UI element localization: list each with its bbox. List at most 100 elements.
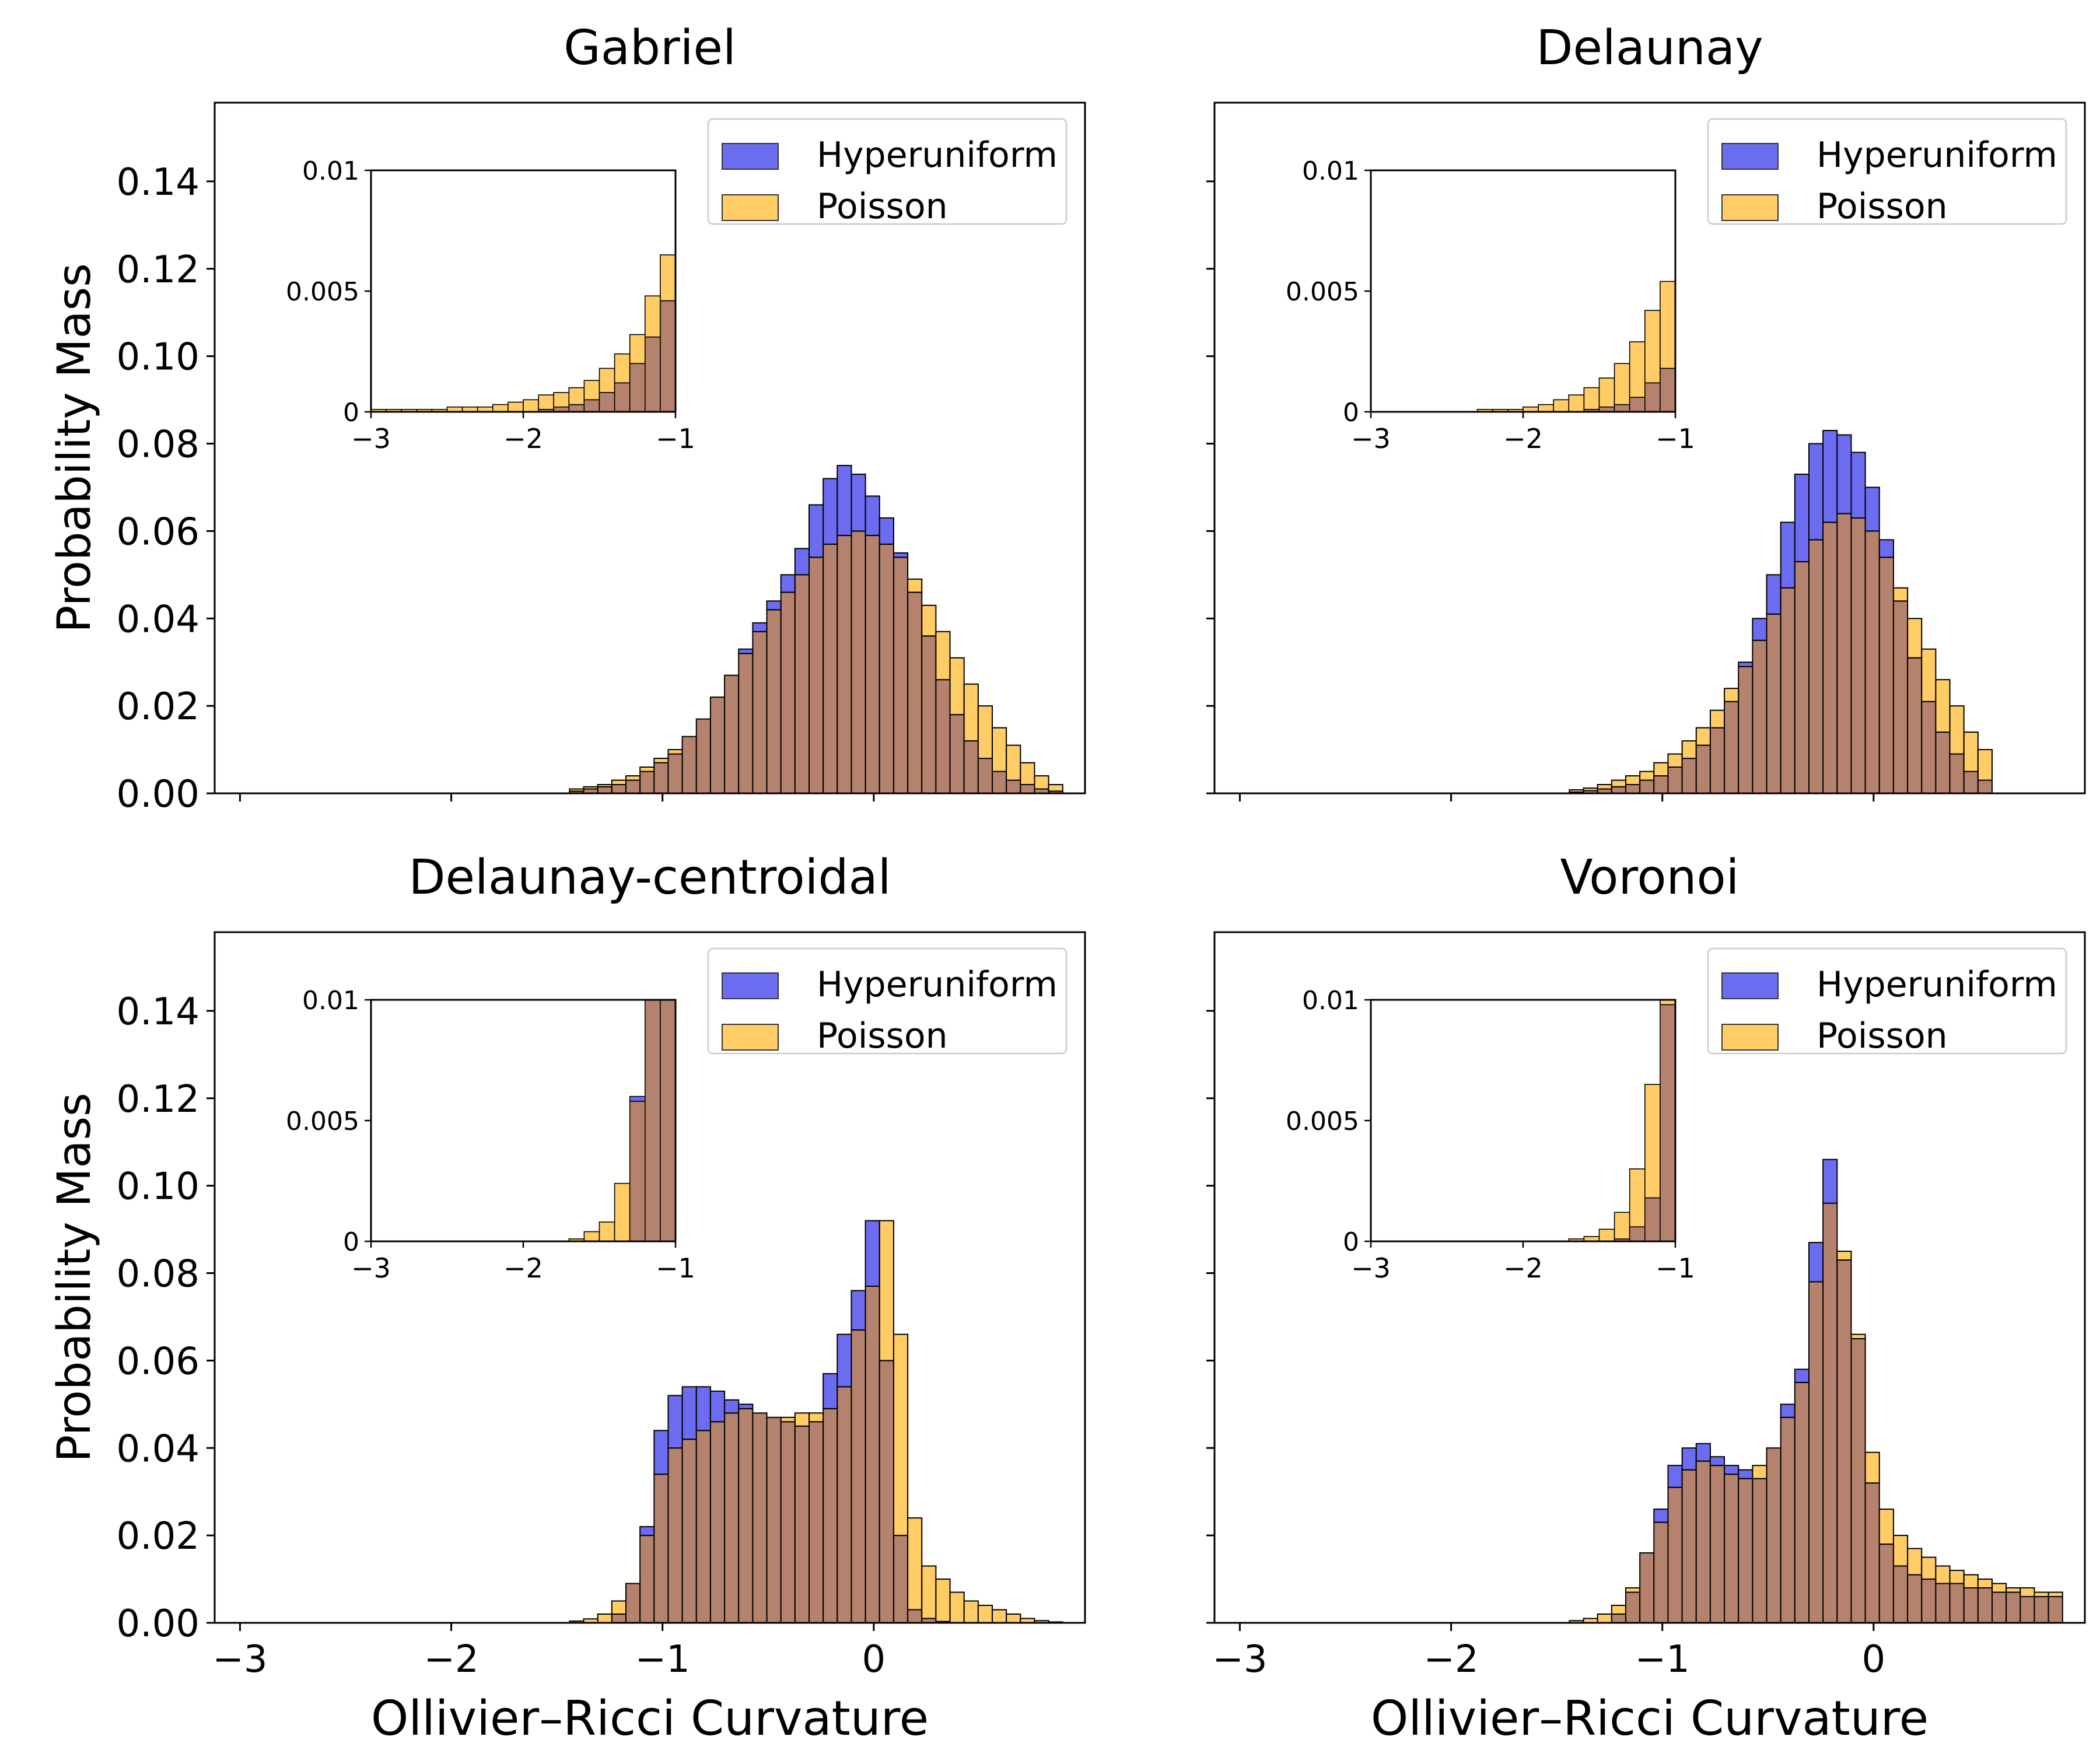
bar-overlap	[850, 530, 866, 794]
bar-hyperuniform	[1752, 618, 1768, 641]
y-tick-label: 0.04	[117, 1427, 200, 1471]
inset-bar-poisson	[614, 353, 631, 384]
bar-poisson	[1963, 1574, 1979, 1589]
bar-hyperuniform	[1738, 662, 1754, 667]
bar-overlap	[949, 714, 965, 794]
bar-poisson	[1709, 709, 1726, 729]
bar-hyperuniform	[1794, 1368, 1810, 1383]
inset-x-tick-label: −3	[1351, 423, 1391, 454]
legend: Hyperuniform Poisson	[1707, 947, 2067, 1056]
x-axis-label: Ollivier–Ricci Curvature	[1371, 1691, 1929, 1746]
inset-bar-overlap	[583, 399, 600, 412]
y-tick-label: 0.08	[117, 1253, 200, 1296]
inset-bar-poisson	[1614, 363, 1630, 405]
axes-frame	[1213, 102, 2086, 794]
bar-overlap	[935, 679, 951, 794]
bar-overlap	[963, 740, 979, 794]
inset-bar-overlap	[645, 999, 661, 1242]
legend-swatch-poisson	[722, 194, 779, 221]
bar-poisson	[1935, 1565, 1951, 1584]
inset-x-tick-label: −3	[351, 1252, 391, 1284]
bar-hyperuniform	[836, 1334, 852, 1388]
bar-overlap	[1639, 779, 1655, 794]
inset-bar-overlap	[629, 1101, 646, 1242]
bar-overlap	[597, 786, 612, 794]
bar-poisson	[992, 727, 1007, 772]
bar-overlap	[625, 1583, 641, 1623]
bar-overlap	[836, 534, 852, 794]
bar-poisson	[808, 1412, 824, 1423]
bar-overlap	[1864, 530, 1880, 794]
legend-swatch-hyperuniform	[722, 143, 779, 170]
bar-overlap	[1667, 766, 1683, 794]
bar-poisson	[1611, 1605, 1627, 1615]
legend-label-poisson: Poisson	[817, 186, 948, 227]
bar-overlap	[1695, 1460, 1711, 1623]
bar-overlap	[864, 534, 880, 794]
inset-y-tick-label: 0.005	[286, 1107, 359, 1136]
bar-overlap	[1850, 1338, 1866, 1623]
legend-box	[707, 947, 1068, 1055]
bar-overlap	[977, 758, 993, 794]
bar-poisson	[625, 775, 641, 781]
inset-bar-overlap	[1644, 382, 1661, 412]
bar-poisson	[1625, 775, 1641, 786]
bar-overlap	[1766, 613, 1782, 794]
bar-overlap	[667, 753, 683, 794]
bar-poisson	[1836, 1251, 1852, 1261]
y-tick-label: 0.14	[117, 991, 200, 1034]
inset-bar-overlap	[660, 300, 676, 412]
bar-hyperuniform	[1653, 1508, 1669, 1523]
bar-overlap	[1808, 539, 1824, 794]
inset-axes: 0 0.005 0.01 −3 −2 −1	[1286, 986, 1695, 1284]
bar-overlap	[1836, 513, 1852, 794]
histogram-bars	[569, 464, 1063, 794]
legend-box	[707, 118, 1068, 225]
bar-overlap	[653, 1474, 669, 1623]
y-tick-label: 0.00	[117, 773, 200, 816]
y-tick-label: 0.06	[117, 1340, 200, 1383]
bar-hyperuniform	[850, 473, 866, 532]
legend-box	[1707, 947, 2067, 1055]
legend-label-hyperuniform: Hyperuniform	[1817, 135, 2057, 176]
bar-poisson	[653, 758, 669, 764]
bar-overlap	[695, 718, 711, 794]
inset-bar-poisson	[598, 1222, 615, 1242]
bar-overlap	[1921, 701, 1937, 794]
legend: Hyperuniform Poisson	[707, 947, 1068, 1056]
inset-bar-poisson	[598, 368, 615, 393]
bar-poisson	[977, 1605, 993, 1624]
inset-x-tick-label: −3	[351, 423, 391, 454]
bar-poisson	[1977, 1578, 1993, 1589]
inset-bar-overlap	[1614, 404, 1630, 412]
bar-overlap	[611, 784, 627, 794]
bar-overlap	[709, 1421, 726, 1624]
legend-swatch-poisson	[1721, 194, 1779, 221]
legend-swatch-hyperuniform	[722, 972, 779, 999]
bar-hyperuniform	[667, 1395, 683, 1449]
inset-bar-poisson	[1644, 310, 1661, 384]
inset-x-tick-label: −1	[1656, 1252, 1695, 1284]
inset-x-tick-label: −2	[503, 1252, 543, 1284]
bar-overlap	[808, 1421, 824, 1624]
x-tick-label: −2	[424, 1638, 478, 1681]
bar-poisson	[1850, 1334, 1866, 1339]
bar-hyperuniform	[794, 548, 810, 576]
bar-overlap	[1766, 1447, 1782, 1623]
bar-poisson	[780, 1416, 796, 1423]
x-tick-label: 0	[862, 1638, 886, 1681]
inset-bar-overlap	[660, 999, 676, 1242]
bar-overlap	[1892, 600, 1909, 794]
bar-overlap	[992, 771, 1007, 794]
bar-overlap	[1935, 732, 1951, 794]
bar-overlap	[1020, 784, 1035, 794]
inset-y-tick-label: 0	[343, 1227, 359, 1257]
bar-overlap	[780, 1421, 796, 1624]
bar-poisson	[1569, 789, 1584, 793]
bar-overlap	[752, 631, 768, 794]
bar-overlap	[850, 1329, 866, 1624]
bar-hyperuniform	[639, 1526, 655, 1536]
bar-poisson	[1006, 744, 1021, 781]
bar-poisson	[1611, 779, 1627, 788]
